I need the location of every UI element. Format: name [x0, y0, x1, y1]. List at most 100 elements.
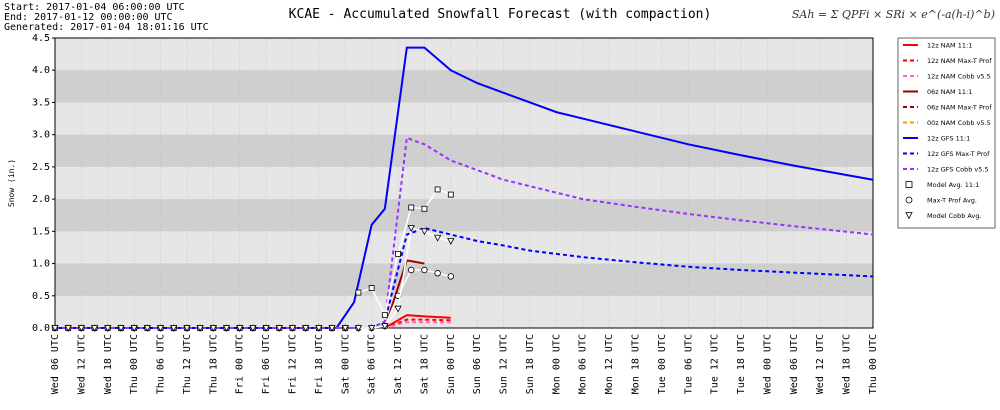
marker: [421, 266, 428, 274]
marker: [90, 325, 99, 332]
x-tick-label: Sat 12 UTC: [393, 334, 404, 394]
x-tick-label: Tue 00 UTC: [657, 334, 668, 394]
marker: [183, 325, 191, 332]
x-tick-label: Sun 00 UTC: [446, 334, 457, 394]
marker: [421, 205, 428, 212]
marker: [447, 238, 455, 245]
legend-label: Max-T Prof Avg.: [927, 197, 977, 205]
marker: [288, 325, 297, 332]
x-tick-label: Wed 12 UTC: [76, 334, 87, 394]
y-tick-label: 0.5: [32, 291, 50, 302]
x-tick-label: Sat 18 UTC: [419, 334, 430, 394]
x-tick-label: Mon 06 UTC: [578, 334, 589, 394]
y-tick-label: 3.0: [32, 130, 50, 141]
legend-label: 12z GFS Max-T Prof: [927, 150, 990, 158]
y-tick-label: 1.5: [32, 226, 50, 237]
y-tick-label: 0.0: [32, 323, 50, 334]
y-tick-label: 4.5: [32, 33, 50, 44]
legend-label: 12z GFS Cobb v5.5: [927, 166, 989, 174]
series-line: [55, 227, 874, 329]
y-axis-label: Snow (in.): [7, 159, 16, 207]
legend-label: Model Cobb Avg.: [927, 212, 982, 220]
y-tick-label: 2.5: [32, 162, 50, 173]
series-line: [384, 321, 451, 329]
x-tick-label: Thu 00 UTC: [129, 334, 140, 394]
legend-label: 06z NAM Max-T Prof: [927, 104, 992, 112]
chart-title: KCAE - Accumulated Snowfall Forecast (wi…: [289, 7, 712, 22]
marker: [381, 323, 389, 330]
marker: [170, 325, 178, 332]
legend-marker: [905, 212, 913, 220]
marker: [434, 270, 441, 277]
header-line: Start: 2017-01-04 06:00:00 UTC: [4, 2, 185, 13]
grid-band: [55, 134, 873, 167]
marker: [315, 325, 323, 332]
x-tick-label: Fri 12 UTC: [287, 334, 298, 394]
marker-link: [358, 188, 452, 318]
grid-band: [55, 199, 873, 232]
y-tick-label: 3.5: [32, 97, 50, 108]
marker: [433, 234, 442, 242]
plot-frame: [54, 37, 874, 329]
marker: [249, 325, 257, 332]
marker: [262, 325, 270, 332]
marker: [434, 186, 441, 193]
x-tick-label: Thu 06 UTC: [156, 334, 167, 394]
x-tick-label: Wed 00 UTC: [762, 334, 773, 394]
y-tick-label: 2.0: [32, 194, 50, 205]
marker: [407, 225, 415, 232]
x-tick-label: Tue 12 UTC: [710, 334, 721, 394]
series-line: [384, 314, 451, 329]
y-tick-label: 4.0: [32, 65, 50, 76]
x-tick-label: Wed 12 UTC: [815, 334, 826, 394]
series-line: [55, 46, 874, 329]
x-tick-label: Sun 18 UTC: [525, 334, 536, 394]
x-tick-label: Thu 18 UTC: [208, 334, 219, 394]
marker: [302, 325, 310, 332]
legend-label: 12z GFS 11:1: [927, 135, 970, 143]
x-tick-label: Sat 06 UTC: [367, 334, 378, 394]
marker: [236, 325, 244, 332]
marker: [104, 325, 112, 332]
marker: [328, 325, 336, 332]
x-tick-label: Wed 18 UTC: [103, 334, 114, 394]
x-tick-label: Thu 12 UTC: [182, 334, 193, 394]
legend-marker: [905, 196, 913, 204]
marker: [64, 325, 72, 332]
legend-marker: [905, 181, 913, 188]
legend-label: 06z NAM 11:1: [927, 88, 972, 96]
marker: [275, 325, 283, 332]
series-line: [55, 136, 874, 329]
marker: [420, 228, 429, 236]
marker: [130, 325, 138, 332]
marker: [447, 273, 455, 280]
x-tick-label: Sun 12 UTC: [499, 334, 510, 394]
x-tick-label: Sat 00 UTC: [340, 334, 351, 394]
marker: [209, 325, 217, 332]
x-tick-label: Fri 18 UTC: [314, 334, 325, 394]
x-tick-label: Wed 18 UTC: [842, 334, 853, 394]
x-tick-label: Sun 06 UTC: [472, 334, 483, 394]
marker: [143, 325, 152, 332]
marker: [354, 325, 363, 332]
formula: SAh = Σ QPFi × SRi × e^(-a(h-i)^b): [792, 8, 995, 21]
marker: [394, 305, 402, 313]
marker: [381, 312, 388, 319]
marker: [355, 289, 362, 296]
marker: [368, 285, 375, 291]
marker: [447, 191, 454, 198]
x-tick-label: Wed 06 UTC: [789, 334, 800, 394]
header-line: End: 2017-01-12 00:00:00 UTC: [4, 12, 173, 23]
marker: [408, 266, 415, 274]
marker: [156, 325, 165, 332]
grid-band: [55, 263, 873, 296]
marker: [367, 325, 376, 332]
grid-band: [55, 70, 873, 103]
x-tick-label: Mon 12 UTC: [604, 334, 615, 394]
marker: [408, 204, 415, 211]
legend-label: 12z NAM Max-T Prof: [927, 57, 992, 65]
x-tick-label: Fri 00 UTC: [235, 334, 246, 394]
legend-label: Model Avg. 11:1: [927, 181, 979, 189]
legend-label: 12z NAM 11:1: [927, 42, 972, 50]
